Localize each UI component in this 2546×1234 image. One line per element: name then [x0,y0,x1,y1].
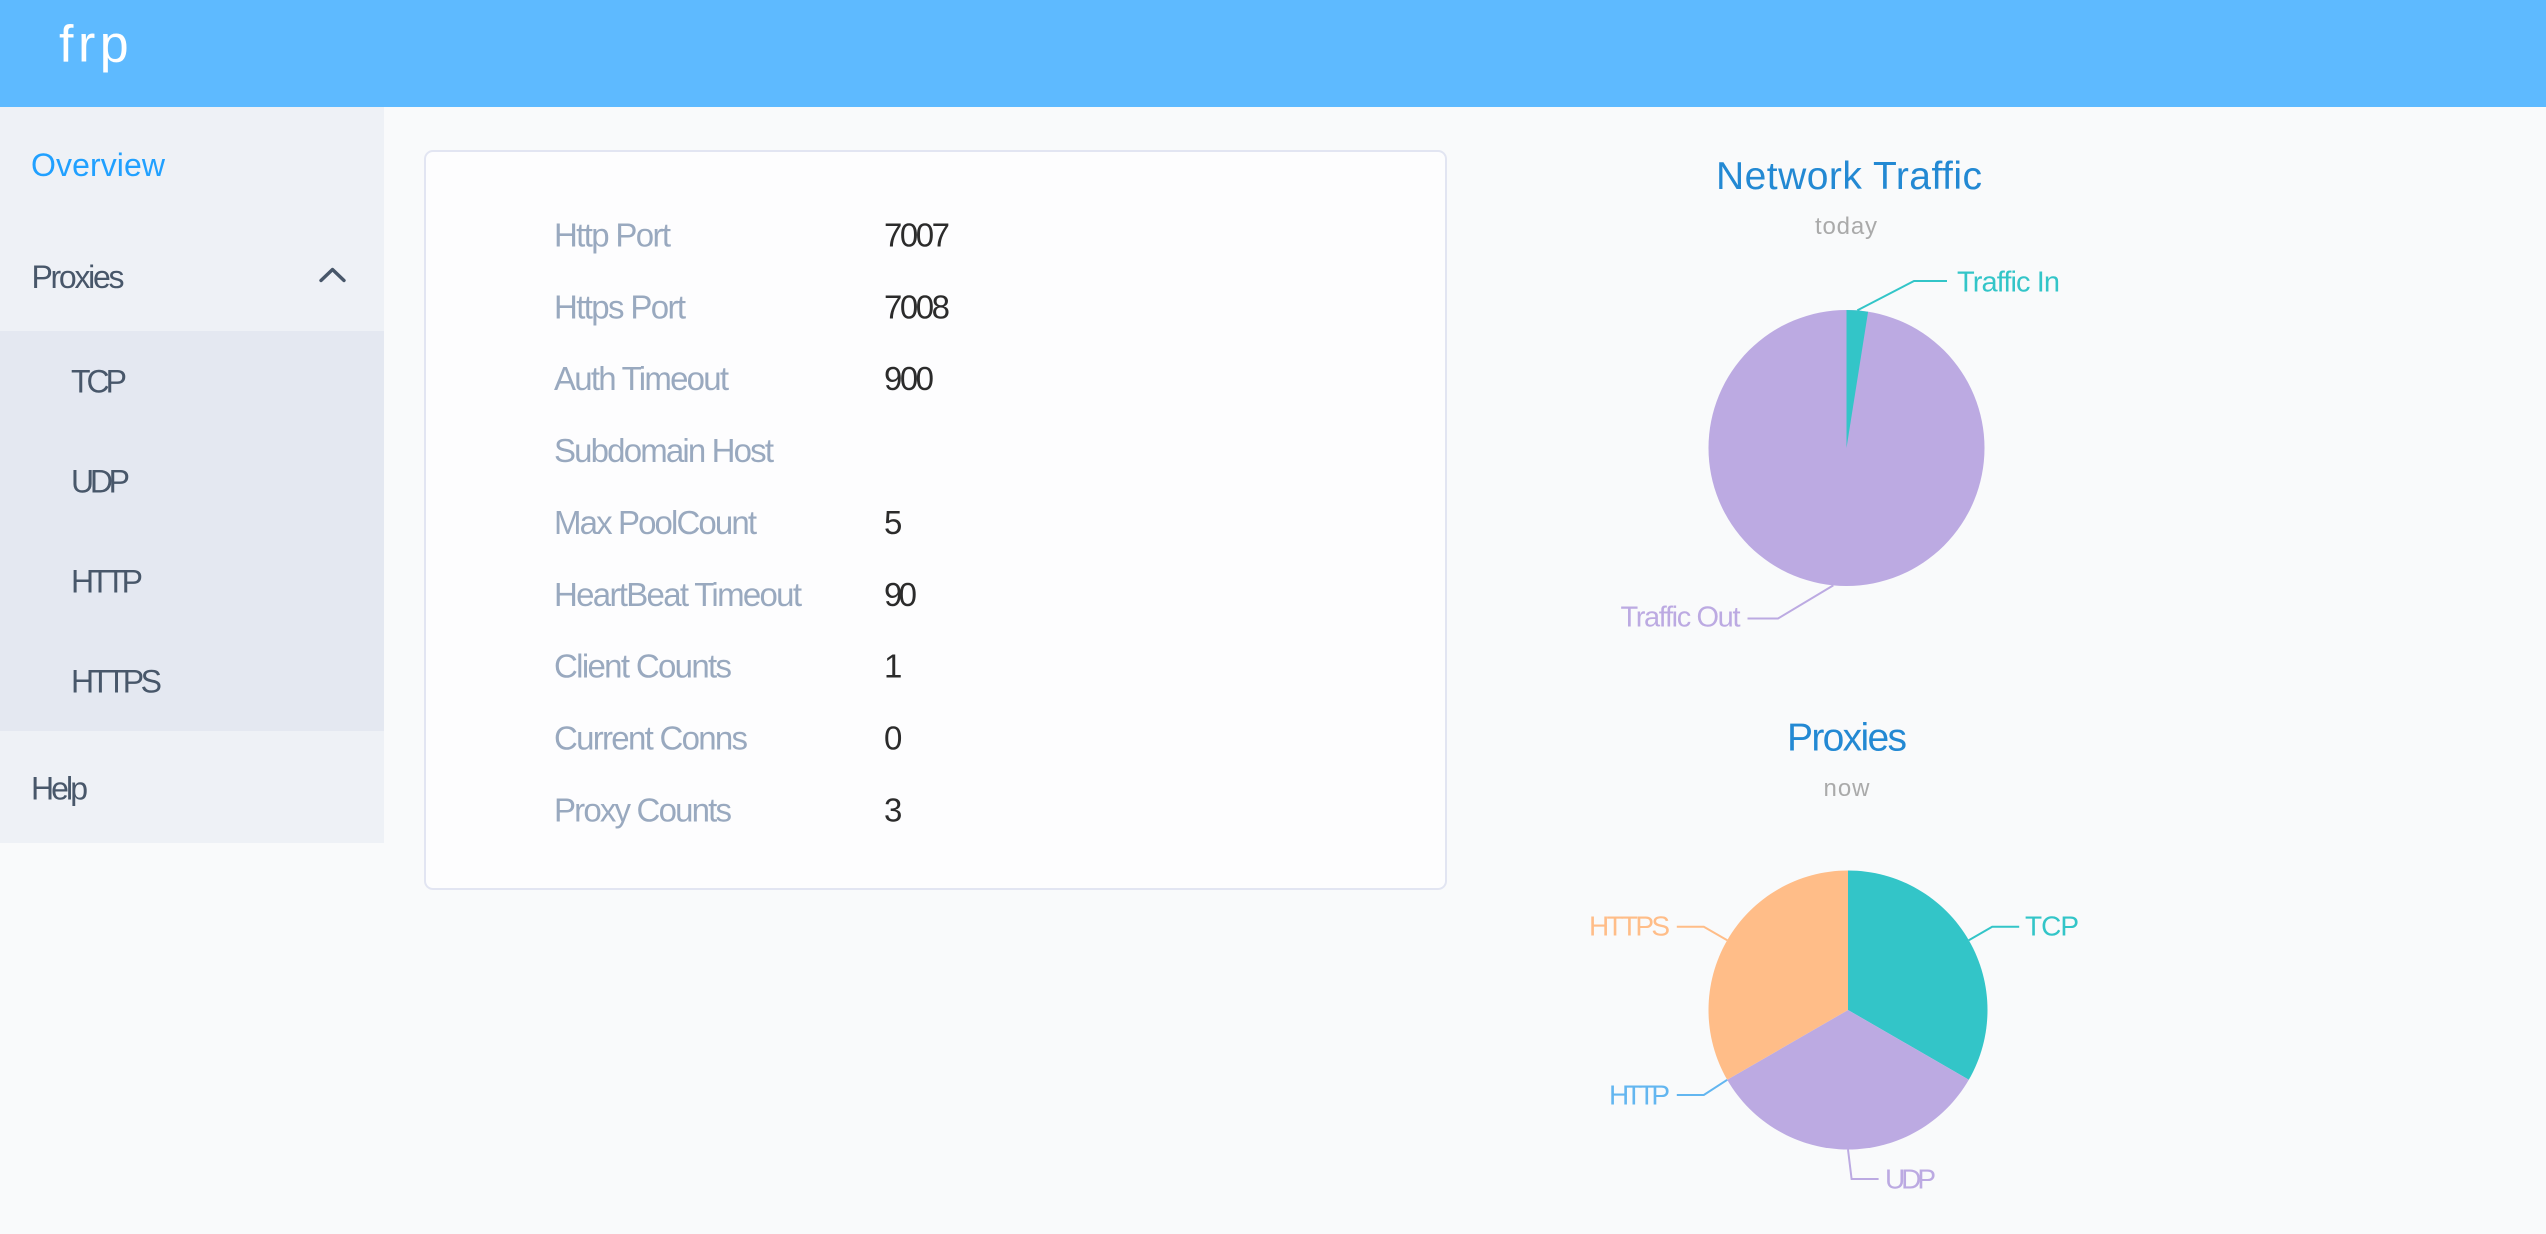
svg-text:now: now [1824,775,1871,802]
svg-text:TCP: TCP [2025,911,2079,942]
svg-text:Max PoolCount: Max PoolCount [554,504,757,541]
svg-text:Https Port: Https Port [554,288,686,325]
svg-text:0: 0 [884,720,902,757]
svg-text:900: 900 [884,360,934,397]
svg-text:7007: 7007 [884,216,950,253]
svg-text:HTTP: HTTP [71,564,143,600]
svg-text:Traffic Out: Traffic Out [1621,602,1741,634]
svg-text:5: 5 [884,504,902,541]
svg-text:Traffic In: Traffic In [1957,267,2060,299]
svg-text:HTTPS: HTTPS [71,664,162,700]
svg-text:Network Traffic: Network Traffic [1716,155,1982,198]
svg-text:Help: Help [31,771,88,807]
svg-text:7008: 7008 [884,288,950,325]
svg-text:HTTP: HTTP [1609,1080,1670,1111]
svg-text:Http Port: Http Port [554,216,671,253]
svg-text:Proxies: Proxies [32,259,125,295]
svg-text:Subdomain Host: Subdomain Host [554,432,774,469]
svg-text:HeartBeat Timeout: HeartBeat Timeout [554,576,802,613]
svg-text:Overview: Overview [31,147,166,183]
svg-text:UDP: UDP [1885,1164,1936,1195]
svg-text:today: today [1815,213,1877,240]
svg-text:Auth Timeout: Auth Timeout [554,360,729,397]
svg-text:frp: frp [59,16,133,74]
svg-text:Proxies: Proxies [1787,717,1907,760]
svg-text:Current Conns: Current Conns [554,720,748,757]
svg-text:1: 1 [884,648,902,685]
svg-text:Client Counts: Client Counts [554,648,732,685]
svg-text:UDP: UDP [71,464,130,500]
svg-text:TCP: TCP [71,364,127,400]
svg-text:90: 90 [884,576,917,613]
svg-text:HTTPS: HTTPS [1589,911,1670,942]
svg-text:Proxy Counts: Proxy Counts [554,791,732,828]
svg-text:3: 3 [884,791,902,828]
